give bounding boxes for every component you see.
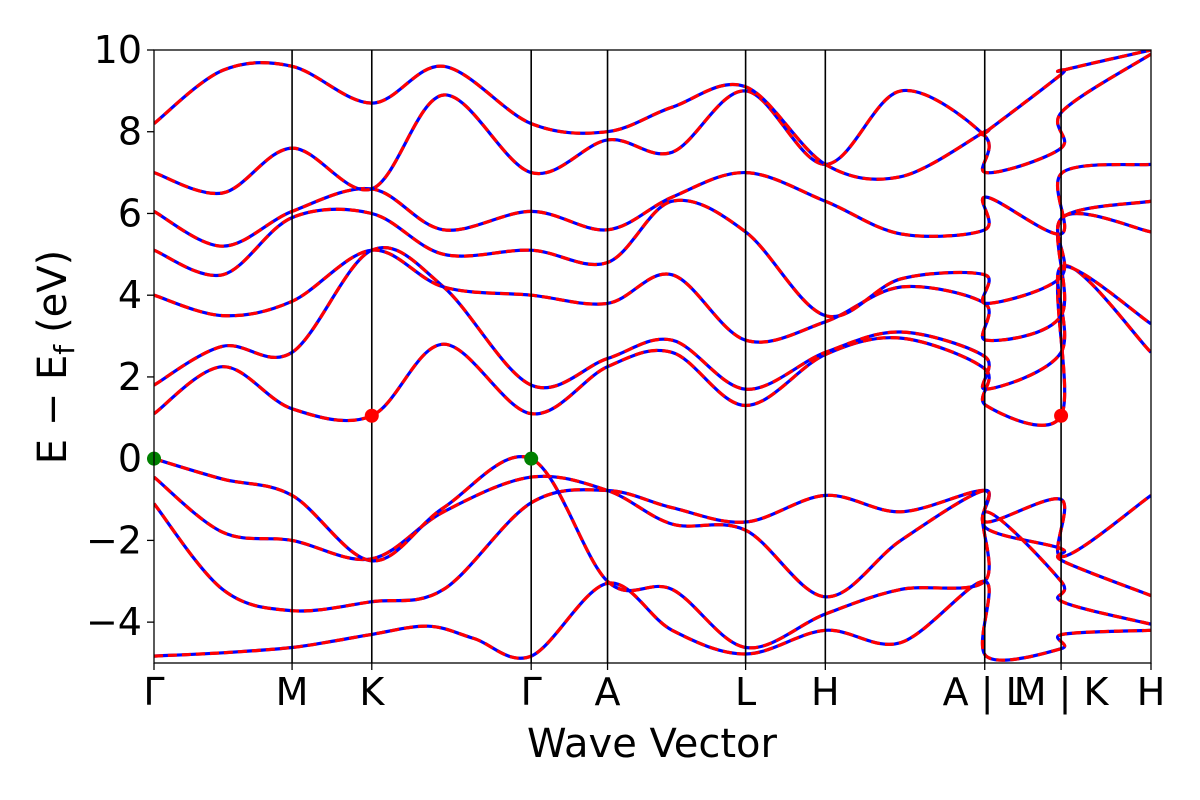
band-line-spin-down bbox=[154, 488, 1151, 613]
x-tick-label: K bbox=[359, 670, 385, 714]
y-tick-label: 8 bbox=[118, 110, 142, 154]
x-tick-label: A bbox=[595, 670, 621, 714]
band-line-spin-up bbox=[154, 579, 1151, 662]
x-tick-label: M | K bbox=[1014, 670, 1110, 715]
x-tick-label: A | L bbox=[943, 670, 1027, 715]
band-line-spin-down bbox=[154, 50, 1151, 181]
y-axis-ticks: −4 −2 0 2 4 6 8 10 bbox=[86, 28, 154, 644]
cbm-marker bbox=[364, 408, 379, 423]
cbm-marker bbox=[1054, 408, 1069, 423]
plot-frame bbox=[153, 49, 1152, 664]
band-line-spin-down bbox=[154, 162, 1151, 248]
band-line-spin-up bbox=[154, 264, 1151, 427]
x-tick-label: H bbox=[1137, 670, 1166, 714]
high-symmetry-lines bbox=[291, 50, 1062, 663]
band-line-spin-down bbox=[154, 198, 1151, 319]
y-axis-title-main: E − E bbox=[30, 355, 76, 465]
band-line-spin-up bbox=[154, 246, 1151, 391]
vbm-marker bbox=[524, 451, 539, 466]
x-tick-label: H bbox=[811, 670, 840, 714]
band-edge-markers bbox=[147, 408, 1069, 466]
band-line-spin-down bbox=[154, 211, 1151, 344]
band-line-spin-down bbox=[154, 52, 1151, 196]
y-tick-label: 4 bbox=[118, 273, 142, 317]
x-axis-title: Wave Vector bbox=[527, 721, 778, 767]
band-line-spin-up bbox=[154, 474, 1151, 599]
x-tick-label: Γ bbox=[521, 670, 542, 714]
y-axis-title-subscript: f bbox=[48, 344, 81, 355]
x-axis-ticks: Γ M K Γ A L H A | LM | K H bbox=[143, 663, 1165, 715]
y-tick-label: 6 bbox=[118, 191, 142, 235]
band-line-spin-up bbox=[154, 455, 1151, 650]
y-tick-label: 10 bbox=[94, 28, 142, 72]
x-tick-label: L bbox=[735, 670, 756, 714]
band-line-spin-down bbox=[154, 474, 1151, 599]
band-line-spin-down bbox=[154, 264, 1151, 427]
y-tick-label: 0 bbox=[118, 437, 142, 481]
y-tick-label: 2 bbox=[118, 355, 142, 399]
x-tick-label: M bbox=[276, 670, 309, 714]
y-tick-label: −2 bbox=[86, 518, 142, 562]
band-lines bbox=[154, 50, 1151, 662]
band-line-spin-up bbox=[154, 198, 1151, 319]
band-line-spin-down bbox=[154, 455, 1151, 650]
y-axis-title: E − Ef (eV) bbox=[30, 250, 81, 465]
y-axis-title-unit: (eV) bbox=[30, 250, 76, 333]
band-line-spin-down bbox=[154, 579, 1151, 662]
band-line-spin-up bbox=[154, 488, 1151, 613]
x-tick-label: Γ bbox=[143, 670, 164, 714]
y-tick-label: −4 bbox=[86, 600, 142, 644]
band-line-spin-down bbox=[154, 246, 1151, 391]
